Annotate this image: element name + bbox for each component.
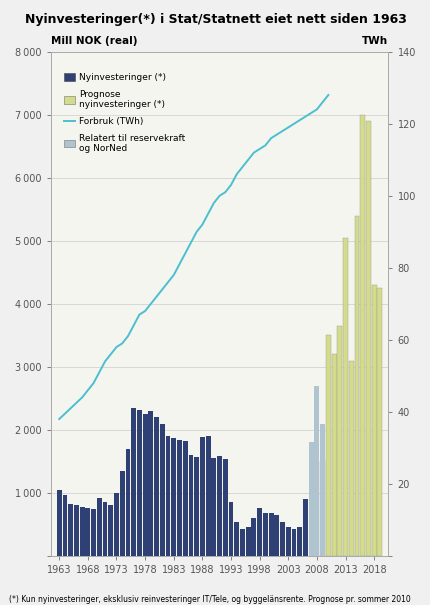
Bar <box>285 528 290 556</box>
Bar <box>142 414 147 556</box>
Bar <box>274 515 279 556</box>
Bar <box>137 410 141 556</box>
Bar <box>108 505 113 556</box>
Bar <box>57 489 61 556</box>
Bar <box>177 440 181 556</box>
Bar <box>211 457 216 556</box>
Bar <box>354 215 359 556</box>
Bar <box>291 529 296 556</box>
Bar <box>319 424 324 556</box>
Bar <box>222 459 227 556</box>
Text: Nyinvesteringer(*) i Stat/Statnett eiet nett siden 1963: Nyinvesteringer(*) i Stat/Statnett eiet … <box>25 13 405 26</box>
Bar <box>205 436 210 556</box>
Bar <box>125 449 130 556</box>
Bar <box>359 115 364 556</box>
Text: TWh: TWh <box>362 36 387 46</box>
Bar <box>148 411 153 556</box>
Bar <box>371 285 376 556</box>
Bar <box>154 417 159 556</box>
Bar <box>262 513 267 556</box>
Bar <box>365 121 370 556</box>
Bar <box>240 529 244 556</box>
Bar <box>337 326 341 556</box>
Bar <box>91 509 96 556</box>
Bar <box>314 386 319 556</box>
Bar <box>314 501 319 556</box>
Bar <box>68 504 73 556</box>
Bar <box>120 471 124 556</box>
Bar <box>251 518 256 556</box>
Bar <box>200 437 204 556</box>
Bar <box>74 505 79 556</box>
Bar <box>280 523 284 556</box>
Bar <box>245 528 250 556</box>
Bar <box>160 424 164 556</box>
Bar <box>194 457 199 556</box>
Bar <box>217 456 221 556</box>
Legend: Nyinvesteringer (*), Prognose
nyinvesteringer (*), Forbruk (TWh), Relatert til r: Nyinvesteringer (*), Prognose nyinvester… <box>62 71 187 155</box>
Bar <box>131 408 136 556</box>
Bar <box>62 495 67 556</box>
Bar <box>325 335 330 556</box>
Bar <box>171 438 176 556</box>
Bar <box>308 496 313 556</box>
Bar <box>85 508 90 556</box>
Bar <box>377 288 381 556</box>
Bar <box>302 499 307 556</box>
Bar <box>114 493 119 556</box>
Bar <box>228 502 233 556</box>
Bar <box>257 508 261 556</box>
Bar <box>102 502 107 556</box>
Bar <box>348 361 353 556</box>
Bar <box>97 498 101 556</box>
Bar <box>80 507 84 556</box>
Bar <box>331 354 336 556</box>
Bar <box>182 441 187 556</box>
Bar <box>188 455 193 556</box>
Bar <box>308 442 313 556</box>
Bar <box>165 436 170 556</box>
Text: Mill NOK (real): Mill NOK (real) <box>51 36 137 46</box>
Bar <box>268 513 273 556</box>
Text: (*) Kun nyinvesteringer, eksklusiv reinvesteringer IT/Tele, og byggelänsrente. P: (*) Kun nyinvesteringer, eksklusiv reinv… <box>9 595 409 604</box>
Bar <box>342 238 347 556</box>
Bar <box>319 462 324 556</box>
Bar <box>297 527 301 556</box>
Bar <box>234 523 239 556</box>
